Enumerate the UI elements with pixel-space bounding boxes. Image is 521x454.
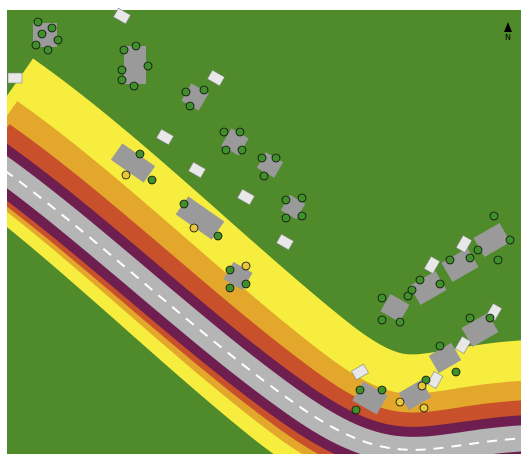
receiver-marker: [199, 85, 209, 95]
receiver-marker: [395, 397, 405, 407]
receiver-marker: [117, 75, 127, 85]
receiver-marker: [451, 367, 461, 377]
shed: [423, 256, 441, 274]
shed: [7, 72, 23, 84]
shed: [426, 371, 444, 389]
receiver-marker: [219, 127, 229, 137]
shed: [188, 161, 206, 179]
receiver-marker: [465, 313, 475, 323]
receiver-marker: [415, 275, 425, 285]
receiver-marker: [53, 35, 63, 45]
receiver-marker: [131, 41, 141, 51]
building: [473, 222, 511, 258]
receiver-marker: [281, 213, 291, 223]
receiver-marker: [225, 283, 235, 293]
shed: [454, 336, 472, 354]
receiver-marker: [181, 87, 191, 97]
receiver-marker: [225, 265, 235, 275]
receiver-marker: [377, 385, 387, 395]
receiver-marker: [129, 81, 139, 91]
receiver-marker: [147, 175, 157, 185]
receiver-marker: [421, 375, 431, 385]
receiver-marker: [237, 145, 247, 155]
noise-bands: [0, 58, 521, 454]
building: [124, 46, 146, 84]
receiver-marker: [235, 127, 245, 137]
receiver-marker: [435, 279, 445, 289]
receiver-marker: [465, 253, 475, 263]
receiver-marker: [33, 17, 43, 27]
receiver-marker: [435, 341, 445, 351]
receiver-marker: [407, 285, 417, 295]
shed: [455, 235, 473, 253]
receiver-marker: [189, 223, 199, 233]
receiver-marker: [473, 245, 483, 255]
receiver-marker: [241, 279, 251, 289]
shed: [276, 233, 294, 251]
receiver-marker: [271, 153, 281, 163]
receiver-marker: [119, 45, 129, 55]
road-centerline: [0, 165, 521, 451]
receiver-marker: [489, 211, 499, 221]
receiver-marker: [445, 255, 455, 265]
receiver-marker: [185, 101, 195, 111]
receiver-marker: [257, 153, 267, 163]
receiver-marker: [259, 171, 269, 181]
building: [409, 270, 447, 306]
shed: [237, 188, 255, 206]
receiver-marker: [355, 385, 365, 395]
shed: [207, 69, 225, 87]
shed: [351, 363, 369, 381]
receiver-marker: [403, 291, 413, 301]
margin-left: [0, 0, 7, 454]
margin-top: [0, 0, 521, 10]
building: [428, 342, 462, 374]
building: [175, 196, 225, 240]
receiver-marker: [493, 255, 503, 265]
receiver-marker: [505, 235, 515, 245]
shed: [113, 7, 131, 25]
features: [7, 7, 515, 415]
receiver-marker: [179, 199, 189, 209]
receiver-marker: [419, 403, 429, 413]
receiver-marker: [213, 231, 223, 241]
north-arrow: [504, 22, 512, 32]
receiver-marker: [43, 45, 53, 55]
receiver-marker: [297, 193, 307, 203]
receiver-marker: [221, 145, 231, 155]
building: [380, 293, 410, 323]
receiver-marker: [135, 149, 145, 159]
receiver-marker: [281, 195, 291, 205]
building: [110, 143, 156, 183]
receiver-marker: [297, 211, 307, 221]
receiver-marker: [417, 381, 427, 391]
north-label: N: [505, 33, 511, 42]
receiver-marker: [351, 405, 361, 415]
shed: [156, 128, 174, 146]
receiver-marker: [377, 315, 387, 325]
receiver-marker: [31, 40, 41, 50]
receiver-marker: [117, 65, 127, 75]
receiver-marker: [377, 293, 387, 303]
receiver-marker: [47, 23, 57, 33]
receiver-marker: [241, 261, 251, 271]
receiver-marker: [121, 170, 131, 180]
receiver-marker: [395, 317, 405, 327]
receiver-marker: [37, 29, 47, 39]
receiver-marker: [485, 313, 495, 323]
receiver-marker: [143, 61, 153, 71]
